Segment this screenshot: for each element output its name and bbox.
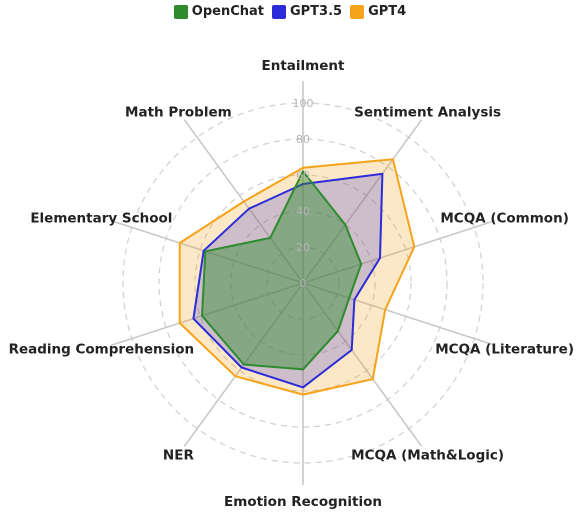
legend-swatch-gpt4 xyxy=(350,4,365,19)
tick-label: 0 xyxy=(300,277,307,290)
legend-swatch-gpt35 xyxy=(271,4,286,19)
axis-label: MCQA (Common) xyxy=(440,210,569,226)
grid-ring xyxy=(158,138,448,428)
tick-label: 100 xyxy=(293,97,314,110)
axis-spoke xyxy=(302,219,496,284)
legend-label-gpt4: GPT4 xyxy=(368,4,407,19)
axis-spoke xyxy=(302,119,423,284)
legend-swatch-openchat xyxy=(173,4,188,19)
legend-label-gpt35: GPT3.5 xyxy=(289,4,343,19)
tick-label: 80 xyxy=(296,133,310,146)
axis-label: Reading Comprehension xyxy=(9,342,195,358)
series-area-openchat xyxy=(201,170,363,371)
legend-item-openchat: OpenChat xyxy=(173,4,264,19)
tick-label: 20 xyxy=(296,241,310,254)
axis-label: Entailment xyxy=(262,58,345,74)
axis-spoke xyxy=(302,282,496,347)
axis-spoke xyxy=(302,282,423,447)
tick-label: 60 xyxy=(296,169,310,182)
axis-label: Math Problem xyxy=(125,104,232,120)
axis-label: MCQA (Literature) xyxy=(435,342,574,358)
axis-label: Sentiment Analysis xyxy=(354,104,501,120)
axis-label: Emotion Recognition xyxy=(224,494,382,510)
legend-label-openchat: OpenChat xyxy=(191,4,264,19)
legend-item-gpt35: GPT3.5 xyxy=(271,4,343,19)
tick-label: 40 xyxy=(296,205,310,218)
axis-label: MCQA (Math&Logic) xyxy=(351,448,504,464)
axis-label: NER xyxy=(163,448,195,464)
axis-spoke xyxy=(110,282,304,347)
legend: OpenChat GPT3.5 GPT4 xyxy=(0,4,580,19)
legend-item-gpt4: GPT4 xyxy=(350,4,406,19)
axis-label: Elementary School xyxy=(30,210,172,226)
